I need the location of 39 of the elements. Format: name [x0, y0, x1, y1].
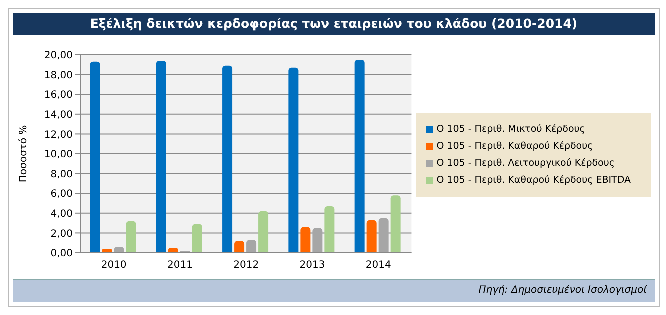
y-tick-label: 6,00 [50, 189, 73, 200]
y-tick-label: 8,00 [50, 169, 73, 180]
bar [354, 60, 365, 253]
y-tick-label: 14,00 [44, 110, 73, 121]
legend-label: Ο 105 - Περιθ. Λειτουργικού Κέρδους [436, 158, 615, 169]
y-tick-label: 10,00 [44, 150, 73, 161]
text: Πηγή: Δημοσιευμένοι Ισολογισμοί [478, 285, 647, 296]
chart-title: Εξέλιξη δεικτών κερδοφορίας των εταιρειών του κλάδου (2010-2014) [13, 13, 655, 35]
bar [126, 221, 136, 253]
x-tick-label: 2012 [234, 260, 260, 272]
x-tick-label: 2014 [366, 260, 392, 272]
bar [390, 196, 401, 253]
bar [288, 68, 299, 253]
bar [366, 220, 377, 253]
y-tick-label: 18,00 [44, 70, 73, 82]
bar [324, 206, 335, 253]
y-axis-title: Ποσοστό % [18, 125, 30, 183]
legend-label: Ο 105 - Περιθ. Καθαρού Κέρδους [436, 141, 594, 152]
y-tick-label: 12,00 [44, 130, 73, 141]
bar [258, 211, 269, 253]
bar [246, 240, 257, 253]
y-tick-label: 20,00 [44, 50, 73, 62]
bar [378, 218, 389, 253]
bar [222, 66, 233, 253]
bar [300, 227, 311, 253]
bar [234, 241, 245, 253]
y-tick-label: 2,00 [50, 228, 73, 240]
bar [312, 228, 323, 253]
x-tick-label: 2011 [167, 260, 193, 272]
x-tick-label: 2010 [101, 260, 127, 272]
bar [156, 60, 166, 253]
bar [90, 62, 100, 253]
legend-label: Ο 105 - Περιθ. Μικτού Κέρδους [436, 124, 586, 135]
y-tick-label: 4,00 [50, 208, 73, 220]
legend-label: Ο 105 - Περιθ. Καθαρού Κέρδους EBITDA [436, 175, 631, 186]
y-tick-label: 0,00 [50, 248, 73, 260]
x-tick-label: 2013 [300, 260, 326, 272]
bar [192, 224, 202, 253]
y-tick-label: 16,00 [44, 90, 73, 102]
